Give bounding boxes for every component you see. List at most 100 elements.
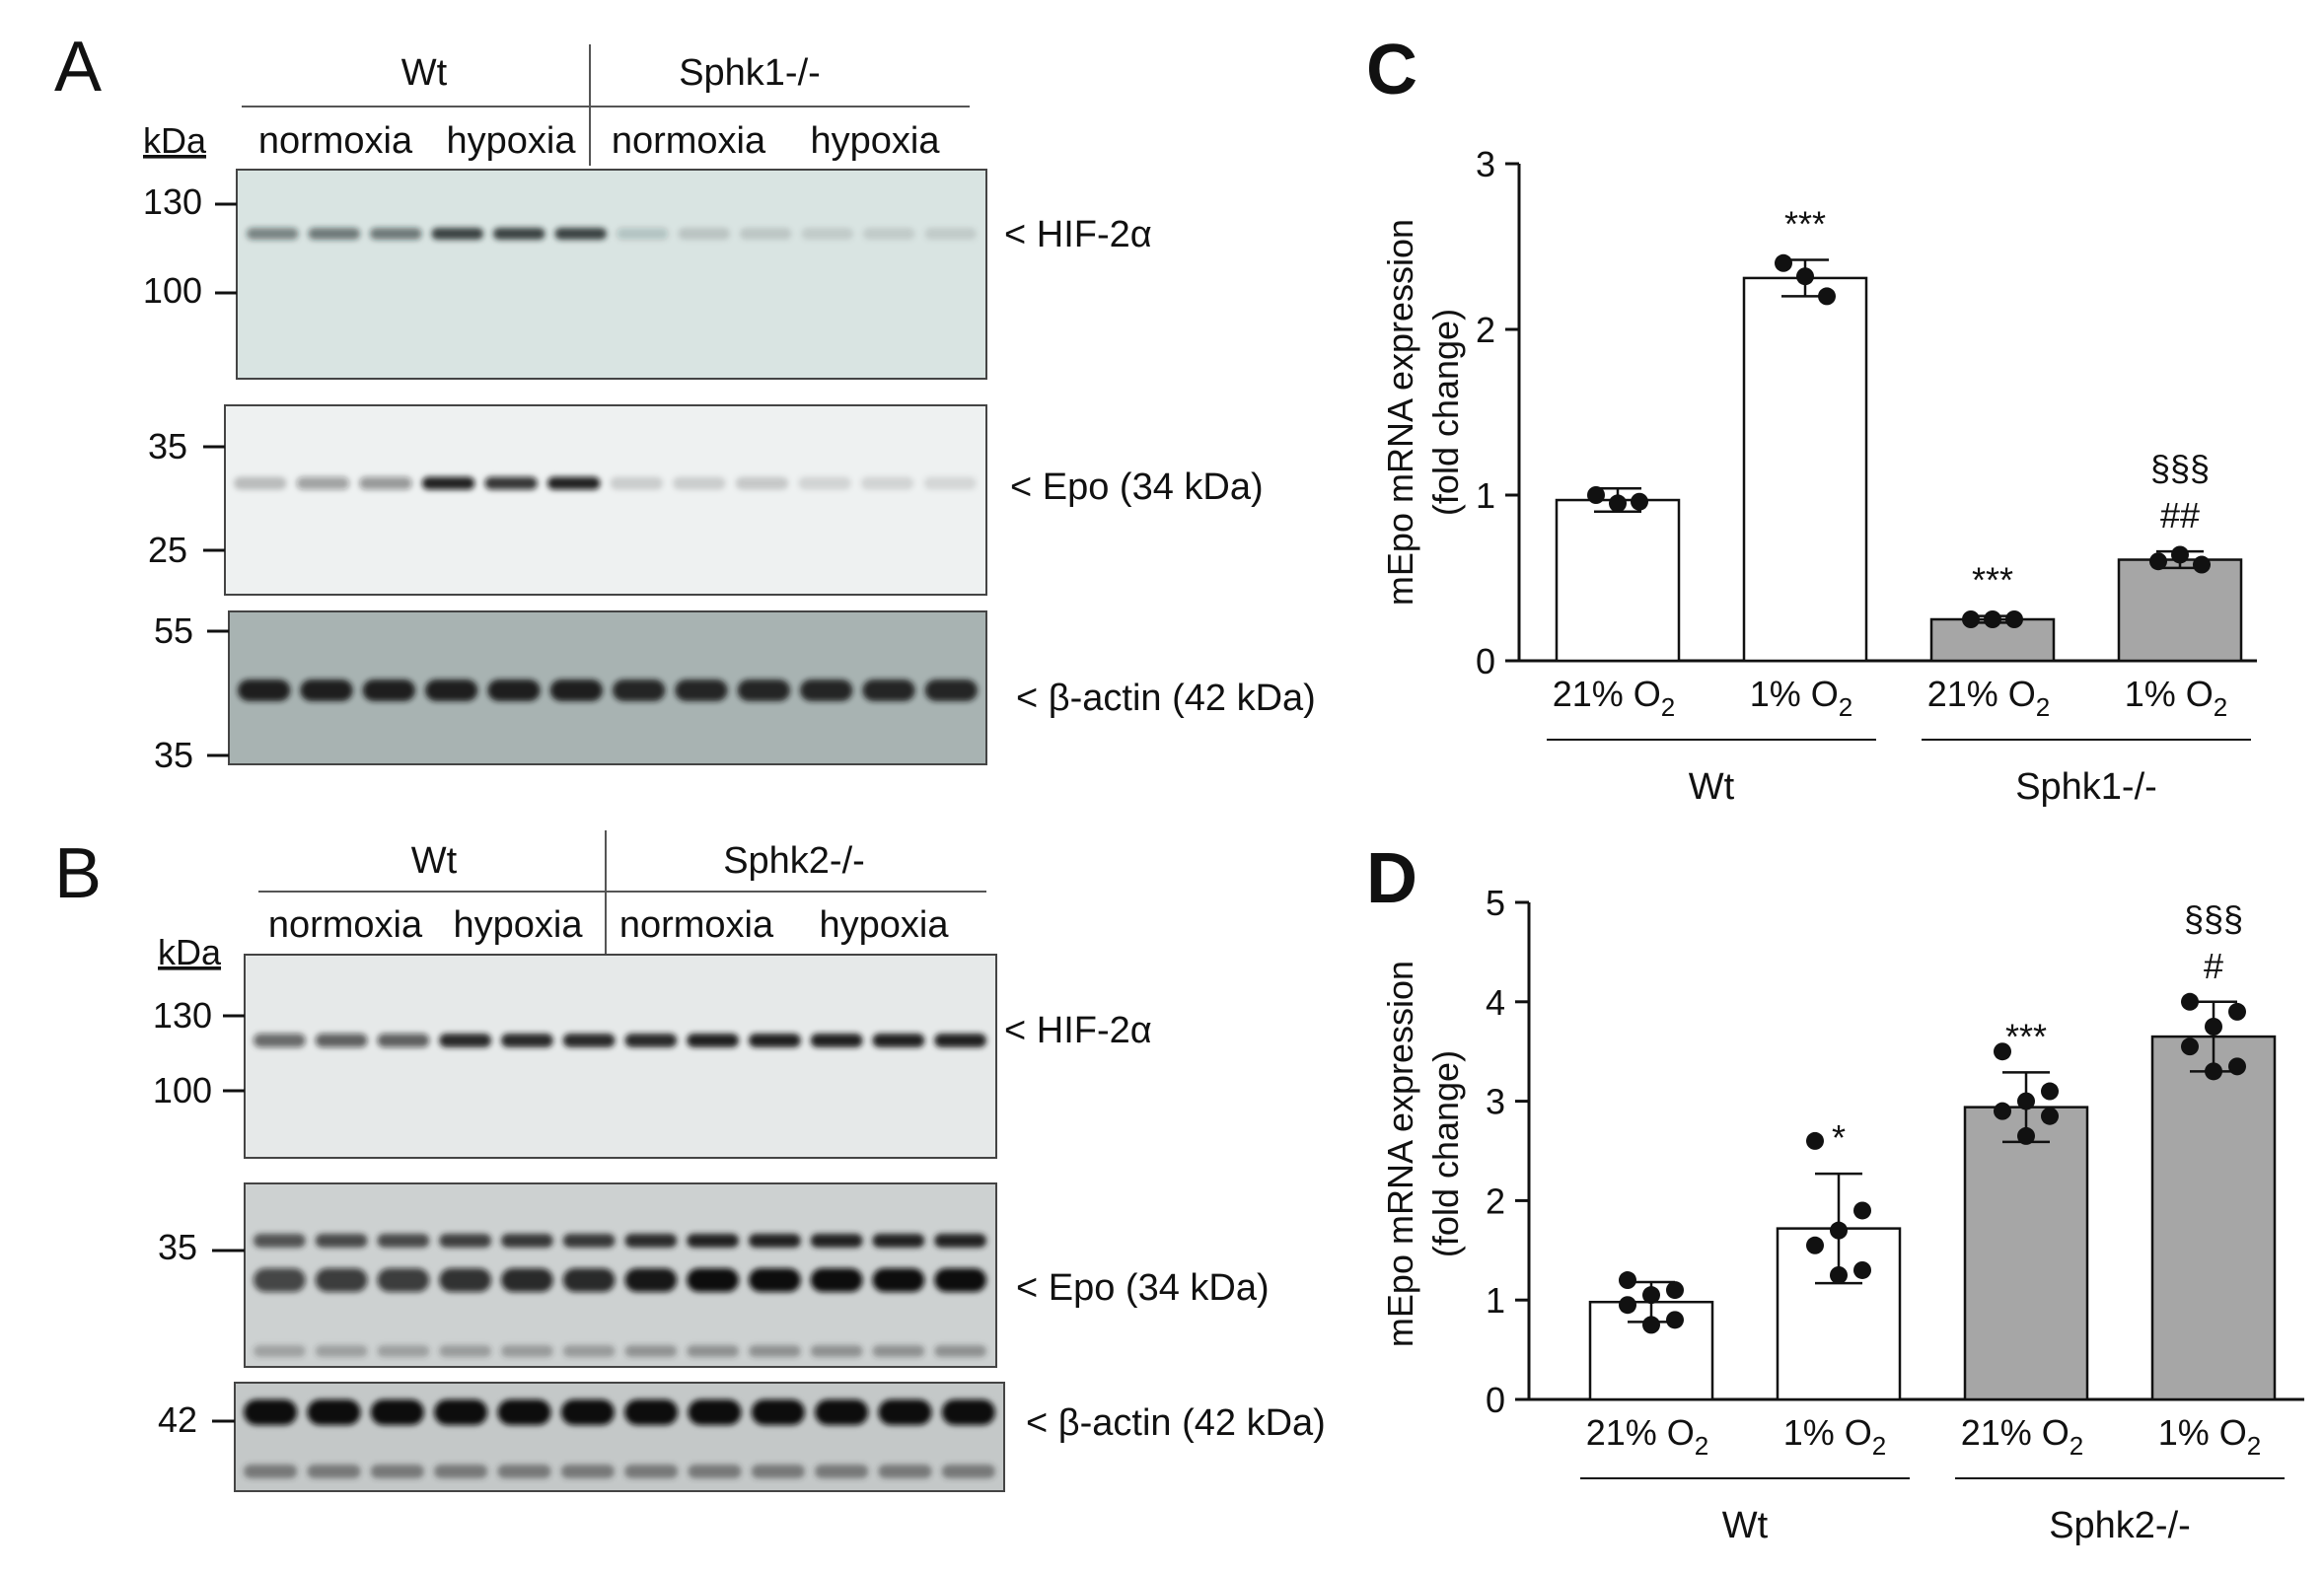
blot-band [370,1465,424,1478]
band-label-actin: < β-actin (42 kDa) [1026,1402,1326,1444]
blot-band [749,1268,801,1292]
blot-band [487,680,541,701]
blot-band [377,1345,430,1357]
data-point [1609,494,1627,513]
data-point [2228,1002,2246,1021]
blot-actin [234,1382,1005,1492]
data-point [1830,1266,1848,1284]
data-point [2171,545,2189,564]
bands-actin [244,1399,995,1478]
condition-label: hypoxia [811,120,941,162]
blot-band [800,680,853,701]
blot-band [307,1399,361,1425]
blot-band [562,1345,616,1357]
data-point [2181,1037,2199,1056]
data-point [1984,610,2001,628]
data-point [2205,1018,2222,1036]
blot-band [610,476,663,490]
marker-100: 100 [143,270,202,311]
y-tick-label: 0 [1486,1380,1505,1420]
significance-annotation: *** [2005,1016,2047,1056]
y-tick-label: 1 [1476,475,1495,516]
blot-band [315,1234,368,1248]
blot-band [244,1399,298,1425]
data-point [2193,555,2211,574]
y-tick-label: 2 [1486,1180,1505,1221]
band-label-actin: < β-actin (42 kDa) [1016,678,1316,719]
condition-label: hypoxia [447,120,577,162]
blot-band [878,1399,932,1425]
data-point [1806,1236,1824,1254]
data-point [1818,287,1836,306]
blot-band [315,1345,368,1357]
band-label-epo: < Epo (34 kDa) [1016,1267,1270,1309]
blot-band [234,476,287,490]
chart-c-plot: 0 1 2 3 21% O2 *** 1% O2 *** 21% O2 §§§ ## 1% O2 Wt S… [1476,144,2257,808]
blot-band [497,1465,551,1478]
data-point [1853,1260,1871,1279]
blot-band [941,1399,995,1425]
blot-band [300,680,353,701]
blot-band [687,1345,739,1357]
blot-band [872,1034,925,1047]
blot-band [687,1234,739,1248]
data-point [1631,492,1648,511]
y-axis-label: mEpo mRNA expression [1380,219,1420,606]
group-label-ko: Sphk1-/- [679,52,821,94]
blot-band [562,1034,616,1047]
data-point [1994,1042,2011,1061]
significance-annotation: * [1832,1117,1846,1158]
blot-band [431,228,483,240]
blot-band [751,1465,805,1478]
blot-epo [224,404,987,596]
category-label: 1% O2 [1750,674,1853,722]
blot-band [562,1268,616,1292]
blot-band [359,476,412,490]
blot-band [923,476,977,490]
data-point [1619,1271,1636,1290]
blot-band [254,1034,306,1047]
blot-band [737,680,790,701]
data-point [1619,1296,1636,1315]
blot-band [501,1034,553,1047]
blot-band [688,1399,742,1425]
blot-band [749,1234,801,1248]
group-label-ko: Sphk2-/- [723,840,865,882]
bar [1555,498,1681,663]
bar [2150,1035,2277,1401]
data-point [2005,610,2023,628]
blot-band [624,1399,679,1425]
panel-letter-a: A [54,28,102,107]
y-tick-label: 0 [1476,641,1495,681]
marker-130: 130 [153,995,212,1036]
data-point [1587,486,1605,504]
category-label: 21% O2 [1553,674,1676,722]
panel-letter-c: C [1366,31,1417,109]
blot-band [554,228,607,240]
blot-band [370,1399,424,1425]
blot-band [860,476,914,490]
blot-band [377,1234,430,1248]
blot-band [673,476,726,490]
blot-band [439,1345,491,1357]
blot-band [254,1268,306,1292]
significance-annotation: §§§ [2184,898,2243,939]
blot-hif-2a [244,954,997,1159]
condition-label: normoxia [258,120,413,162]
panel-a-western-blot: A Wt Sphk1-/- kDa normoxia hypoxia normo… [54,28,1316,775]
blot-band [934,1268,986,1292]
blot-band [254,1234,306,1248]
blot-band [624,1465,679,1478]
blot-band [863,228,915,240]
blot-band [377,1268,430,1292]
condition-label: hypoxia [820,904,950,946]
blot-actin [228,610,987,765]
blot-band [924,228,977,240]
data-point [2228,1057,2246,1076]
blot-band [872,1234,925,1248]
blot-band [678,228,730,240]
blot-band [810,1345,863,1357]
blot-band [613,680,666,701]
group-label: Sphk1-/- [2015,766,2157,808]
y-tick-label: 2 [1476,310,1495,350]
